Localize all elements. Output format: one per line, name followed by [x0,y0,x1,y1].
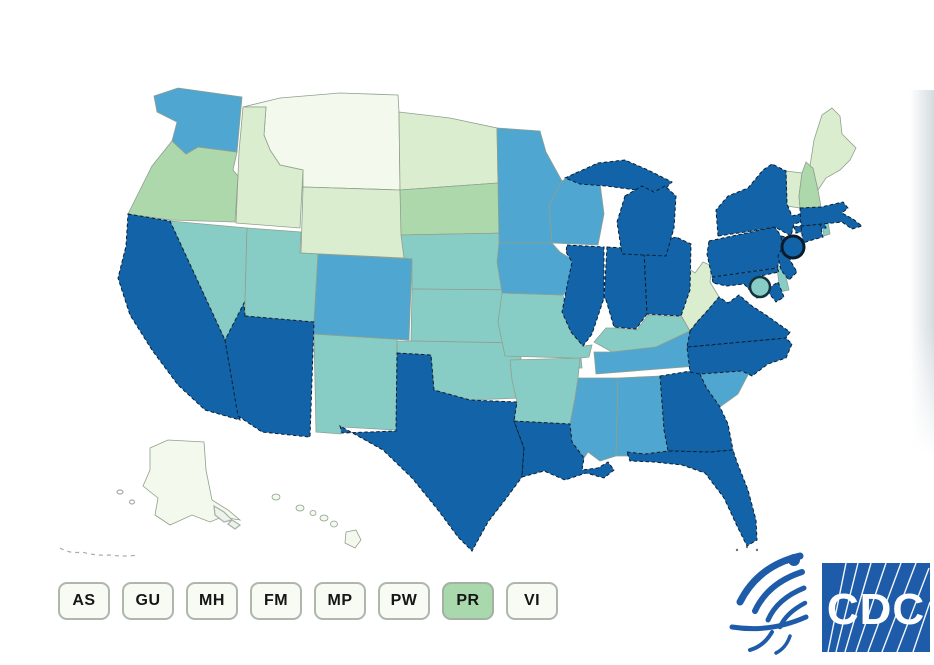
state-ct[interactable] [800,223,824,244]
territory-button-mh[interactable]: MH [186,582,238,620]
hhs-logo [729,545,809,655]
territory-button-pw[interactable]: PW [378,582,430,620]
state-hi [344,529,362,549]
cdc-logo: CDC [822,562,931,653]
territory-button-pr[interactable]: PR [442,582,494,620]
state-mi-upper-peninsula[interactable] [563,159,673,193]
state-ga[interactable] [659,369,734,453]
state-nm[interactable] [313,333,410,435]
state-hi-islands[interactable] [271,493,362,549]
state-nd[interactable] [398,111,499,191]
state-ak[interactable] [142,439,242,526]
state-co[interactable] [313,253,413,341]
state-wa[interactable] [153,87,243,155]
state-nc[interactable] [686,337,793,377]
territory-button-gu[interactable]: GU [122,582,174,620]
state-ms[interactable] [569,377,619,462]
state-la[interactable] [513,420,615,481]
hhs-logo-specks [735,545,759,552]
cdc-logo-text: CDC [827,585,925,634]
state-ny[interactable] [715,163,823,237]
state-wy[interactable] [300,186,405,259]
state-me[interactable] [809,107,857,191]
territory-button-mp[interactable]: MP [314,582,366,620]
state-hi [319,514,329,522]
state-nh[interactable] [798,161,822,209]
state-ar[interactable] [509,357,581,425]
state-va[interactable] [686,294,791,348]
state-md[interactable] [711,267,785,303]
state-ia[interactable] [496,242,577,296]
territory-button-row: AS GU MH FM MP PW PR VI [58,582,558,620]
hhs-eagle-icon [729,552,809,655]
state-hi [309,510,317,516]
alaska-islands [59,489,242,557]
state-hi [330,520,338,528]
state-ca[interactable] [117,213,241,421]
state-ma[interactable] [799,201,864,230]
state-mi[interactable] [616,185,677,257]
territory-button-fm[interactable]: FM [250,582,302,620]
map-markers [748,234,806,299]
territory-button-vi[interactable]: VI [506,582,558,620]
state-in[interactable] [603,246,648,330]
states-layer [117,87,864,552]
dc-marker[interactable] [748,275,772,299]
state-il[interactable] [561,244,605,347]
state-or[interactable] [127,140,239,223]
territory-button-as[interactable]: AS [58,582,110,620]
state-sd[interactable] [399,182,508,236]
state-hi [271,493,281,501]
cdc-logo-rays [827,562,931,653]
state-tx[interactable] [339,352,525,552]
state-al[interactable] [615,375,669,461]
state-hi [295,504,305,512]
state-fl[interactable] [626,449,758,547]
nyc-marker[interactable] [780,234,806,260]
state-az[interactable] [224,301,315,438]
